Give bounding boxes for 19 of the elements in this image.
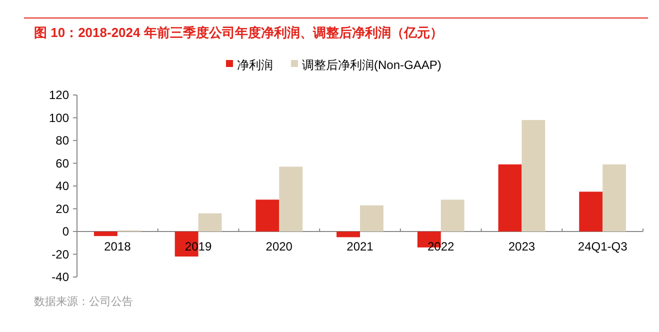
y-tick-label: 80 bbox=[56, 134, 70, 148]
chart-title: 图 10：2018-2024 年前三季度公司年度净利润、调整后净利润（亿元） bbox=[34, 25, 443, 40]
x-tick-label: 2020 bbox=[266, 240, 293, 254]
y-tick-label: 120 bbox=[48, 88, 70, 102]
y-tick-label: -20 bbox=[52, 247, 70, 262]
y-tick-label: 60 bbox=[56, 156, 70, 170]
y-tick-label: 20 bbox=[56, 202, 70, 216]
y-tick-label: 100 bbox=[48, 110, 70, 125]
x-tick-label: 2023 bbox=[508, 240, 536, 254]
legend-label: 调整后净利润(Non-GAAP) bbox=[302, 58, 442, 72]
source-note: 数据来源：公司公告 bbox=[34, 295, 133, 308]
x-tick-label: 24Q1-Q3 bbox=[578, 240, 628, 254]
y-tick-label: 0 bbox=[62, 224, 70, 238]
y-tick-label: 40 bbox=[56, 179, 70, 193]
x-tick-label: 2021 bbox=[346, 240, 374, 254]
x-tick-label: 2018 bbox=[104, 240, 132, 254]
legend-label: 净利润 bbox=[237, 58, 273, 72]
y-tick-label: -40 bbox=[52, 270, 70, 284]
x-tick-label: 2022 bbox=[428, 240, 455, 254]
